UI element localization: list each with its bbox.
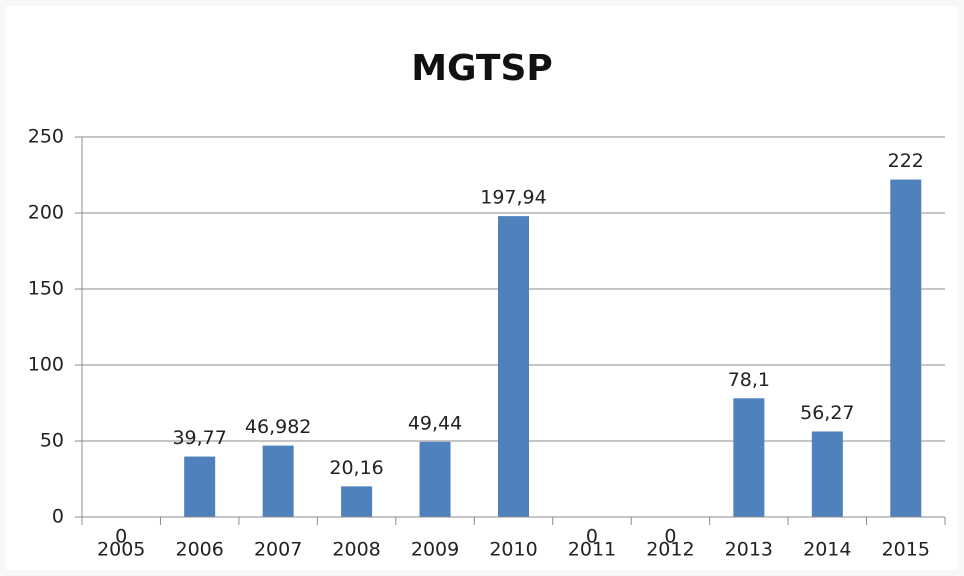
x-tick-label: 2011 bbox=[568, 539, 616, 561]
y-tick-label: 150 bbox=[28, 278, 64, 300]
bar bbox=[262, 445, 294, 517]
data-label: 49,44 bbox=[408, 412, 462, 434]
data-label: 39,77 bbox=[172, 427, 226, 449]
y-tick-label: 0 bbox=[52, 506, 64, 528]
x-tick-label: 2013 bbox=[725, 539, 773, 561]
y-tick-label: 200 bbox=[28, 202, 64, 224]
bar bbox=[890, 179, 922, 517]
data-label: 0 bbox=[586, 526, 598, 548]
data-label: 20,16 bbox=[329, 457, 383, 479]
bar bbox=[184, 456, 216, 517]
x-tick-label: 2009 bbox=[411, 539, 459, 561]
x-tick-label: 2014 bbox=[803, 539, 851, 561]
chart-area bbox=[6, 6, 958, 570]
x-tick-label: 2006 bbox=[176, 539, 224, 561]
chart-title: MGTSP bbox=[411, 48, 553, 89]
data-label: 197,94 bbox=[480, 187, 546, 209]
x-tick-label: 2012 bbox=[646, 539, 694, 561]
bar bbox=[733, 398, 765, 517]
data-label: 0 bbox=[115, 526, 127, 548]
data-label: 56,27 bbox=[800, 402, 854, 424]
y-tick-label: 50 bbox=[40, 430, 64, 452]
y-tick-label: 100 bbox=[28, 354, 64, 376]
data-label: 78,1 bbox=[728, 369, 770, 391]
x-tick-label: 2010 bbox=[489, 539, 537, 561]
bar bbox=[419, 441, 451, 517]
x-tick-label: 2005 bbox=[97, 539, 145, 561]
data-label: 0 bbox=[664, 526, 676, 548]
x-tick-label: 2008 bbox=[332, 539, 380, 561]
y-tick-label: 250 bbox=[28, 126, 64, 148]
x-tick-label: 2007 bbox=[254, 539, 302, 561]
bar bbox=[811, 431, 843, 517]
bar bbox=[341, 486, 373, 517]
bar bbox=[498, 216, 529, 517]
data-label: 46,982 bbox=[245, 416, 311, 438]
data-label: 222 bbox=[888, 150, 924, 172]
x-tick-label: 2015 bbox=[882, 539, 930, 561]
